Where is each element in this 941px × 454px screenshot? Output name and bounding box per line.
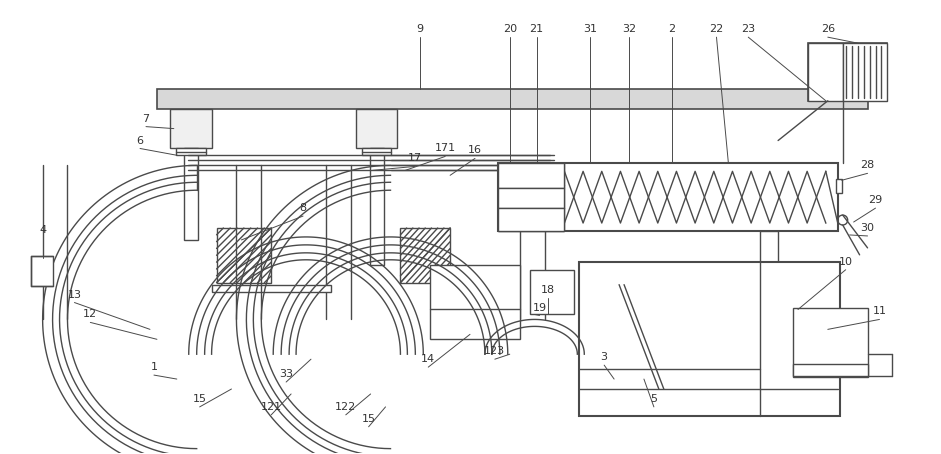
Text: 31: 31 — [583, 24, 598, 34]
Bar — [157, 89, 868, 109]
Text: 11: 11 — [872, 306, 886, 316]
Bar — [356, 109, 397, 148]
Bar — [361, 148, 391, 155]
Bar — [212, 285, 331, 291]
Bar — [580, 262, 839, 416]
Bar — [808, 43, 887, 101]
Text: 14: 14 — [422, 354, 436, 364]
Bar — [793, 307, 868, 377]
Text: 21: 21 — [530, 24, 544, 34]
Bar — [170, 109, 212, 148]
Text: 15: 15 — [361, 414, 375, 424]
Text: 18: 18 — [540, 285, 554, 295]
Text: 1: 1 — [151, 362, 157, 372]
Text: 6: 6 — [136, 136, 144, 146]
Text: 8: 8 — [299, 203, 307, 213]
Text: 32: 32 — [622, 24, 636, 34]
Bar — [498, 163, 837, 231]
Bar — [216, 228, 271, 283]
Text: 20: 20 — [502, 24, 517, 34]
Bar — [498, 163, 565, 188]
Bar — [370, 148, 384, 265]
Text: 2: 2 — [668, 24, 676, 34]
Bar — [843, 43, 887, 101]
Text: 5: 5 — [650, 394, 658, 404]
Text: 26: 26 — [821, 24, 835, 34]
Text: 23: 23 — [742, 24, 756, 34]
Text: 121: 121 — [261, 402, 281, 412]
Bar — [498, 163, 565, 231]
Bar — [498, 188, 565, 208]
Text: 13: 13 — [68, 290, 82, 300]
Bar — [793, 364, 868, 376]
Text: 16: 16 — [468, 145, 482, 155]
Text: 29: 29 — [869, 195, 883, 205]
Text: 30: 30 — [861, 223, 874, 233]
Text: 171: 171 — [435, 143, 455, 153]
Bar — [430, 265, 519, 339]
Text: 10: 10 — [838, 257, 853, 267]
Text: 28: 28 — [860, 160, 875, 170]
Text: 7: 7 — [142, 114, 150, 123]
Text: 22: 22 — [710, 24, 724, 34]
Bar — [836, 179, 841, 193]
Bar — [401, 228, 450, 283]
Text: 15: 15 — [193, 394, 207, 404]
Bar — [530, 270, 574, 315]
Bar — [183, 148, 198, 240]
Bar — [31, 256, 53, 286]
Text: 19: 19 — [533, 302, 547, 312]
Text: 3: 3 — [600, 352, 608, 362]
Bar — [498, 208, 565, 231]
Bar — [760, 231, 778, 270]
Bar — [808, 43, 843, 101]
Text: 33: 33 — [279, 369, 294, 379]
Text: 9: 9 — [417, 24, 423, 34]
Text: 122: 122 — [335, 402, 357, 412]
Text: 123: 123 — [485, 346, 505, 356]
Bar — [176, 148, 206, 155]
Text: 12: 12 — [83, 310, 98, 320]
Text: 17: 17 — [408, 153, 423, 163]
Text: 4: 4 — [40, 225, 46, 235]
